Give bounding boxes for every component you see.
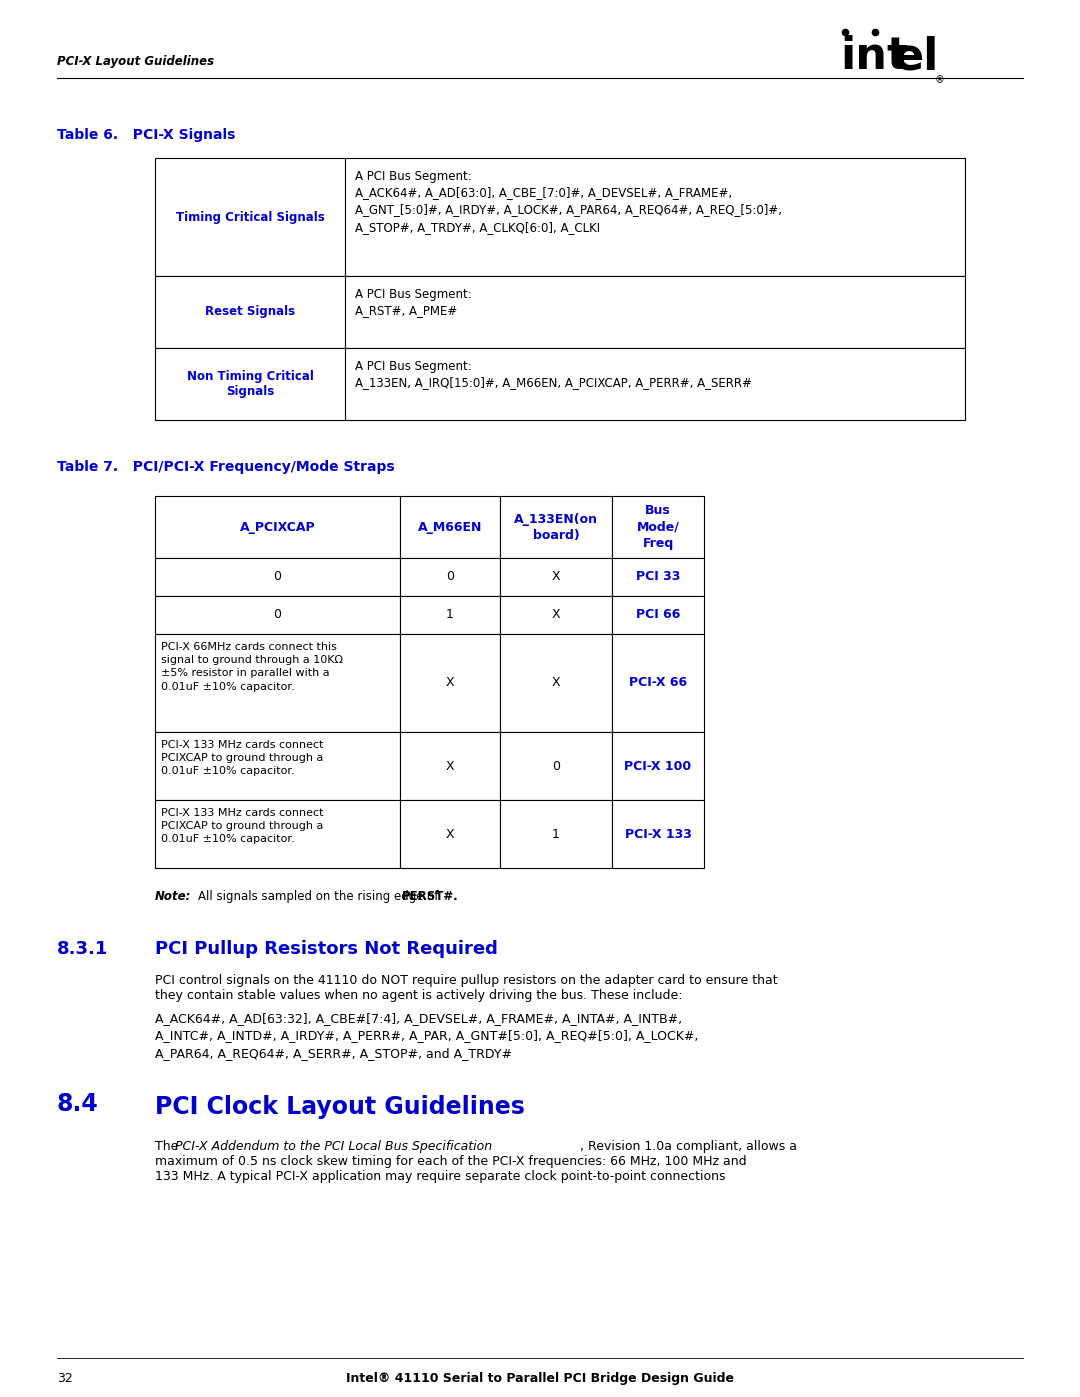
Bar bbox=[500, 597, 612, 634]
Bar bbox=[612, 557, 704, 597]
Bar bbox=[156, 800, 400, 868]
Text: 0: 0 bbox=[552, 760, 561, 773]
Text: A_133EN, A_IRQ[15:0]#, A_M66EN, A_PCIXCAP, A_PERR#, A_SERR#: A_133EN, A_IRQ[15:0]#, A_M66EN, A_PCIXCA… bbox=[355, 376, 752, 388]
Bar bbox=[156, 277, 966, 348]
Text: X: X bbox=[552, 609, 561, 622]
Text: A_133EN(on
board): A_133EN(on board) bbox=[514, 513, 598, 542]
Text: PCI-X 100: PCI-X 100 bbox=[624, 760, 691, 773]
Bar bbox=[400, 732, 500, 800]
Bar bbox=[400, 634, 500, 732]
Bar bbox=[156, 597, 400, 634]
Text: int: int bbox=[840, 35, 908, 78]
Bar bbox=[612, 496, 704, 557]
Text: 1: 1 bbox=[552, 827, 559, 841]
Text: PCI-X 66MHz cards connect this
signal to ground through a 10KΩ
±5% resistor in p: PCI-X 66MHz cards connect this signal to… bbox=[161, 643, 343, 692]
Text: Table 6.   PCI-X Signals: Table 6. PCI-X Signals bbox=[57, 129, 235, 142]
Text: The: The bbox=[156, 1140, 183, 1153]
Text: Intel® 41110 Serial to Parallel PCI Bridge Design Guide: Intel® 41110 Serial to Parallel PCI Brid… bbox=[346, 1372, 734, 1384]
Text: X: X bbox=[552, 676, 561, 690]
Text: Table 7.   PCI/PCI-X Frequency/Mode Straps: Table 7. PCI/PCI-X Frequency/Mode Straps bbox=[57, 460, 394, 474]
Bar bbox=[156, 732, 400, 800]
Text: Bus
Mode/
Freq: Bus Mode/ Freq bbox=[636, 504, 679, 549]
Text: PCI-X Layout Guidelines: PCI-X Layout Guidelines bbox=[57, 56, 214, 68]
Text: 32: 32 bbox=[57, 1372, 72, 1384]
Text: PCI-X 133 MHz cards connect
PCIXCAP to ground through a
0.01uF ±10% capacitor.: PCI-X 133 MHz cards connect PCIXCAP to g… bbox=[161, 740, 324, 777]
Text: A PCI Bus Segment:: A PCI Bus Segment: bbox=[355, 288, 472, 300]
Text: A_ACK64#, A_AD[63:0], A_CBE_[7:0]#, A_DEVSEL#, A_FRAME#,
A_GNT_[5:0]#, A_IRDY#, : A_ACK64#, A_AD[63:0], A_CBE_[7:0]#, A_DE… bbox=[355, 186, 782, 235]
Bar bbox=[612, 800, 704, 868]
Text: X: X bbox=[446, 676, 455, 690]
Bar bbox=[612, 634, 704, 732]
Text: Non Timing Critical
Signals: Non Timing Critical Signals bbox=[187, 370, 313, 398]
Text: PCI 66: PCI 66 bbox=[636, 609, 680, 622]
Text: Timing Critical Signals: Timing Critical Signals bbox=[176, 211, 324, 224]
Bar bbox=[612, 597, 704, 634]
Text: PCI-X 133: PCI-X 133 bbox=[624, 827, 691, 841]
Text: PCI-X 66: PCI-X 66 bbox=[629, 676, 687, 690]
Text: Note:: Note: bbox=[156, 890, 191, 902]
Bar bbox=[500, 800, 612, 868]
Text: X: X bbox=[446, 760, 455, 773]
Text: 133 MHz. A typical PCI-X application may require separate clock point-to-point c: 133 MHz. A typical PCI-X application may… bbox=[156, 1171, 726, 1183]
Text: PCI Pullup Resistors Not Required: PCI Pullup Resistors Not Required bbox=[156, 940, 498, 958]
Text: 8.3.1: 8.3.1 bbox=[57, 940, 108, 958]
Bar bbox=[156, 634, 400, 732]
Text: maximum of 0.5 ns clock skew timing for each of the PCI-X frequencies: 66 MHz, 1: maximum of 0.5 ns clock skew timing for … bbox=[156, 1155, 746, 1168]
Bar bbox=[500, 732, 612, 800]
Text: PCI-X 133 MHz cards connect
PCIXCAP to ground through a
0.01uF ±10% capacitor.: PCI-X 133 MHz cards connect PCIXCAP to g… bbox=[161, 807, 324, 844]
Bar bbox=[500, 557, 612, 597]
Text: PCI control signals on the 41110 do NOT require pullup resistors on the adapter : PCI control signals on the 41110 do NOT … bbox=[156, 974, 778, 988]
Text: A_M66EN: A_M66EN bbox=[418, 521, 482, 534]
Text: PCI 33: PCI 33 bbox=[636, 570, 680, 584]
Text: 1: 1 bbox=[446, 609, 454, 622]
Bar bbox=[612, 732, 704, 800]
Text: 8.4: 8.4 bbox=[57, 1092, 98, 1116]
Text: All signals sampled on the rising edge of: All signals sampled on the rising edge o… bbox=[198, 890, 442, 902]
Text: they contain stable values when no agent is actively driving the bus. These incl: they contain stable values when no agent… bbox=[156, 989, 683, 1002]
Bar bbox=[156, 496, 400, 557]
Bar bbox=[156, 158, 966, 277]
Text: el: el bbox=[893, 35, 939, 78]
Bar bbox=[400, 800, 500, 868]
Text: A_PCIXCAP: A_PCIXCAP bbox=[240, 521, 315, 534]
Bar bbox=[156, 557, 400, 597]
Bar bbox=[400, 597, 500, 634]
Text: A_RST#, A_PME#: A_RST#, A_PME# bbox=[355, 305, 457, 317]
Bar bbox=[156, 348, 966, 420]
Text: Reset Signals: Reset Signals bbox=[205, 306, 295, 319]
Text: A PCI Bus Segment:: A PCI Bus Segment: bbox=[355, 170, 472, 183]
Bar bbox=[500, 634, 612, 732]
Bar bbox=[400, 557, 500, 597]
Text: PERST#.: PERST#. bbox=[402, 890, 458, 902]
Text: 0: 0 bbox=[273, 609, 282, 622]
Text: A PCI Bus Segment:: A PCI Bus Segment: bbox=[355, 360, 472, 373]
Bar bbox=[500, 496, 612, 557]
Text: 0: 0 bbox=[446, 570, 454, 584]
Text: 0: 0 bbox=[273, 570, 282, 584]
Text: PCI Clock Layout Guidelines: PCI Clock Layout Guidelines bbox=[156, 1095, 525, 1119]
Text: PCI-X Addendum to the PCI Local Bus Specification: PCI-X Addendum to the PCI Local Bus Spec… bbox=[175, 1140, 492, 1153]
Text: ®: ® bbox=[935, 75, 945, 85]
Text: X: X bbox=[552, 570, 561, 584]
Text: A_ACK64#, A_AD[63:32], A_CBE#[7:4], A_DEVSEL#, A_FRAME#, A_INTA#, A_INTB#,
A_INT: A_ACK64#, A_AD[63:32], A_CBE#[7:4], A_DE… bbox=[156, 1011, 699, 1060]
Bar bbox=[400, 496, 500, 557]
Text: X: X bbox=[446, 827, 455, 841]
Text: , Revision 1.0a compliant, allows a: , Revision 1.0a compliant, allows a bbox=[580, 1140, 797, 1153]
